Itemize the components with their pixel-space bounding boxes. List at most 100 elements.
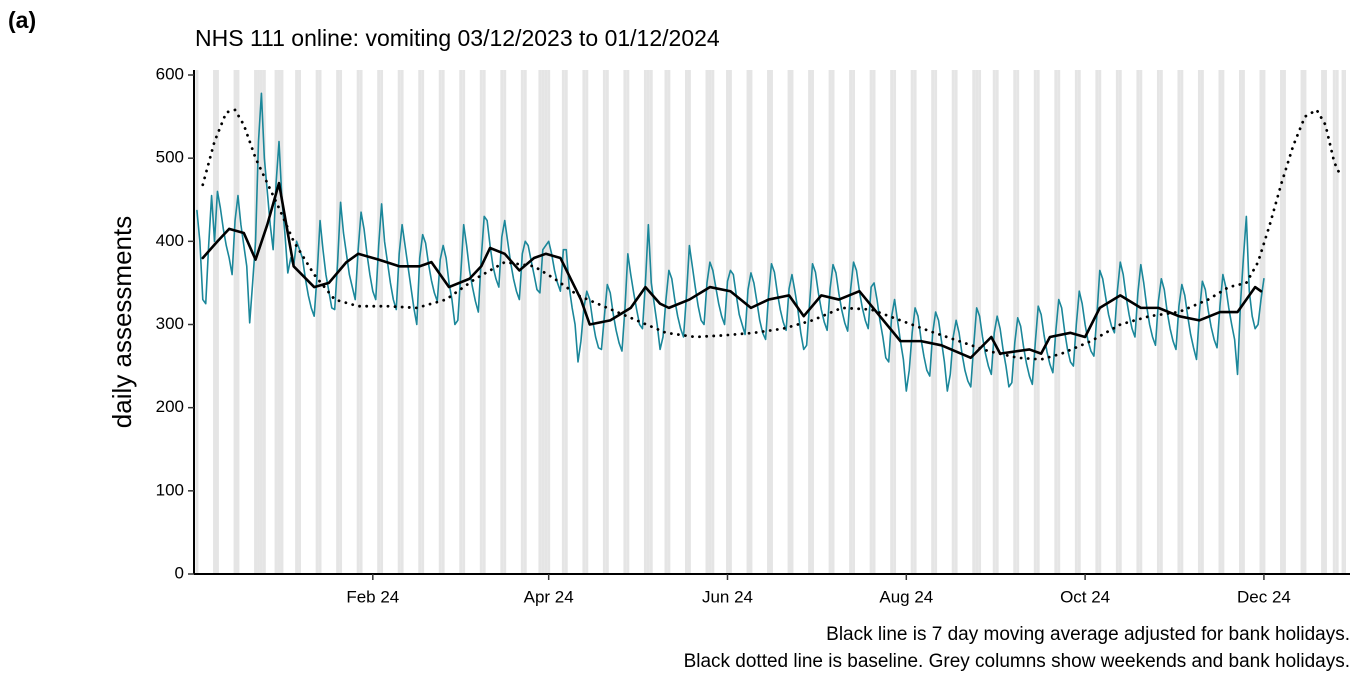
shaded-day [1341,70,1345,574]
shaded-day [1054,70,1058,574]
shaded-day [520,70,524,574]
shaded-day [1218,70,1222,574]
shaded-day [913,70,917,574]
shaded-day [1335,70,1339,574]
x-tick-label: Dec 24 [1237,587,1291,606]
shaded-day [547,70,551,574]
shaded-day [828,70,832,574]
shaded-day [667,70,671,574]
shaded-day [684,70,688,574]
y-tick-label: 600 [156,64,184,83]
shaded-day [544,70,548,574]
x-tick-label: Aug 24 [879,587,933,606]
shaded-day [1098,70,1102,574]
shaded-day [503,70,507,574]
shaded-day [643,70,647,574]
shaded-day [1324,70,1327,574]
shaded-day [585,70,589,574]
shaded-day [236,70,240,574]
shaded-day [831,70,835,574]
shaded-day [931,70,935,574]
series-line [201,108,1342,361]
shaded-day [767,70,770,574]
shaded-day [623,70,627,574]
shaded-day [339,70,343,574]
shaded-day [746,70,750,574]
y-tick-label: 100 [156,480,184,499]
shaded-day [356,70,360,574]
shaded-day [992,70,996,574]
shaded-day [195,70,199,574]
shaded-day [972,70,976,574]
series-line [201,181,1263,360]
shaded-day [951,70,955,574]
shaded-day [1156,70,1160,574]
shaded-day [1300,70,1304,574]
shaded-day [893,70,897,574]
shaded-day [1077,70,1081,574]
shaded-day [359,70,363,574]
shaded-day [1159,70,1163,574]
chart-title: NHS 111 online: vomiting 03/12/2023 to 0… [195,25,720,51]
shaded-day [934,70,938,574]
shaded-day [318,70,322,574]
shaded-day [541,70,545,574]
shaded-day [1221,70,1225,574]
shaded-day [377,70,381,574]
shaded-day [1332,70,1336,574]
shaded-day [336,70,340,574]
shaded-day [910,70,914,574]
x-tick-label: Feb 24 [346,587,399,606]
shaded-day [523,70,527,574]
shaded-day [259,70,263,574]
shaded-day [582,70,586,574]
shaded-day [872,70,876,574]
shaded-day [500,70,504,574]
series-line [196,92,1265,392]
shaded-day [1262,70,1266,574]
shaded-day [215,70,219,574]
shaded-day [726,70,729,574]
shaded-day [626,70,630,574]
shaded-day [482,70,486,574]
x-tick-label: Jun 24 [702,587,753,606]
shaded-day [1180,70,1184,574]
shaded-day [280,70,284,574]
shaded-day [233,70,237,574]
shaded-day [787,70,791,574]
shaded-day [1200,70,1204,574]
shaded-day [213,70,216,574]
shaded-day [995,70,999,574]
y-axis-label: daily assessments [107,216,137,428]
shaded-day [254,70,258,574]
shaded-day [811,70,814,574]
shaded-day [1136,70,1140,574]
shaded-day [257,70,260,574]
shaded-day [664,70,668,574]
y-tick-label: 400 [156,231,184,250]
shaded-day [262,70,266,574]
shaded-day [1139,70,1143,574]
shaded-day [315,70,319,574]
shaded-day [1013,70,1017,574]
shaded-day [1036,70,1040,574]
shaded-day [978,70,982,574]
panel-tag: (a) [8,7,36,33]
shaded-day [852,70,856,574]
shaded-day [295,70,299,574]
shaded-day [1115,70,1119,574]
shaded-day [564,70,568,574]
shaded-day [418,70,422,574]
shaded-day [1282,70,1286,574]
shaded-day [421,70,425,574]
shaded-day [646,70,650,574]
shaded-day [441,70,445,574]
shaded-day [277,70,281,574]
shaded-day [728,70,732,574]
shaded-day [1303,70,1307,574]
x-tick-label: Apr 24 [524,587,574,606]
shaded-day [1241,70,1245,574]
shaded-day [438,70,442,574]
shaded-day [274,70,278,574]
